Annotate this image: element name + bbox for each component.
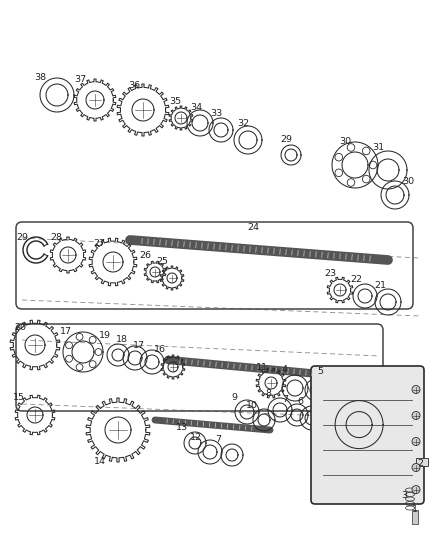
Text: 24: 24 xyxy=(247,223,259,232)
Text: 4: 4 xyxy=(282,366,288,375)
Text: 16: 16 xyxy=(154,344,166,353)
Text: 9: 9 xyxy=(231,393,237,402)
Text: 34: 34 xyxy=(190,102,202,111)
Text: 10: 10 xyxy=(246,401,258,410)
Circle shape xyxy=(412,438,420,446)
Text: 30: 30 xyxy=(402,177,414,187)
Text: 15: 15 xyxy=(13,393,25,402)
Text: 31: 31 xyxy=(372,143,384,152)
Text: 11: 11 xyxy=(256,362,268,372)
Circle shape xyxy=(412,464,420,472)
Text: 35: 35 xyxy=(169,98,181,107)
Circle shape xyxy=(412,385,420,393)
Text: 28: 28 xyxy=(50,233,62,243)
Circle shape xyxy=(412,411,420,419)
Text: 37: 37 xyxy=(74,76,86,85)
Text: 36: 36 xyxy=(128,82,140,91)
Text: 26: 26 xyxy=(139,252,151,261)
Text: 17: 17 xyxy=(60,327,72,336)
Text: 12: 12 xyxy=(190,433,202,442)
Text: 29: 29 xyxy=(280,135,292,144)
Text: 30: 30 xyxy=(339,138,351,147)
Text: 17: 17 xyxy=(133,341,145,350)
Text: 5: 5 xyxy=(317,367,323,376)
Circle shape xyxy=(412,486,420,494)
Text: 29: 29 xyxy=(16,233,28,243)
Text: 19: 19 xyxy=(99,332,111,341)
Text: 33: 33 xyxy=(210,109,222,118)
Text: 14: 14 xyxy=(94,457,106,466)
Text: 22: 22 xyxy=(350,276,362,285)
Text: 21: 21 xyxy=(374,281,386,290)
Text: 18: 18 xyxy=(116,335,128,344)
Text: 2: 2 xyxy=(417,459,423,469)
Bar xyxy=(412,510,418,524)
Text: 7: 7 xyxy=(282,394,288,403)
Text: 23: 23 xyxy=(324,270,336,279)
Text: 13: 13 xyxy=(176,423,188,432)
Text: 38: 38 xyxy=(34,74,46,83)
Text: 1: 1 xyxy=(412,505,418,514)
Text: 25: 25 xyxy=(156,257,168,266)
Text: 7: 7 xyxy=(215,435,221,445)
Text: 3: 3 xyxy=(401,491,407,500)
Text: 27: 27 xyxy=(93,239,105,248)
Text: 20: 20 xyxy=(14,324,26,333)
Bar xyxy=(416,458,428,466)
FancyBboxPatch shape xyxy=(311,366,424,504)
Text: 32: 32 xyxy=(237,119,249,128)
Text: 6: 6 xyxy=(297,398,303,407)
Text: 8: 8 xyxy=(265,390,271,399)
